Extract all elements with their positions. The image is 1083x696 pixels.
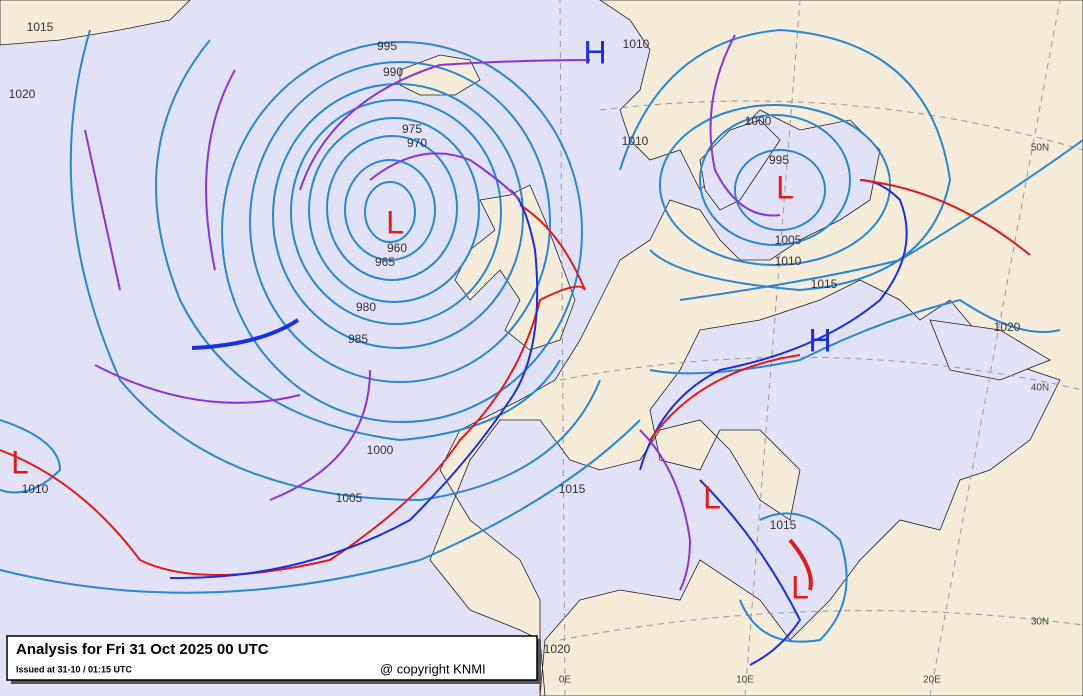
isobar-label: 1015 [559,482,586,496]
grid-label: 40N [1031,383,1049,394]
isobar-label: 1005 [336,491,363,505]
grid-label: 0E [559,675,572,686]
grid-label: 20E [923,675,941,686]
isobars [0,28,1083,643]
isobar-label: 1010 [775,254,802,268]
isobar-label: 975 [402,122,422,136]
pressure-center: L [386,204,404,240]
pressure-center: L [11,444,29,480]
isobar-label: 1015 [811,277,838,291]
isobar-label: 1010 [22,482,49,496]
isobar-label: 1010 [623,37,650,51]
isobar-label: 1000 [367,443,394,457]
title-box [6,635,538,681]
issued: Issued at 31-10 / 01:15 UTC [16,664,133,674]
pressure-center: L [703,479,721,515]
fronts [0,34,1031,666]
grid-label: 50N [1031,143,1049,154]
pressure-center: H [583,34,606,70]
isobar-label: 990 [383,65,403,79]
isobar-label: 995 [377,39,397,53]
isobar-label: 985 [348,332,368,346]
isobar-label: 1015 [770,518,797,532]
isobar-label: 1020 [994,320,1021,334]
copyright: @ copyright KNMI [380,661,486,676]
pressure-center: H [808,322,831,358]
isobar-label: 980 [356,300,376,314]
isobar-label: 960 [387,241,407,255]
isobar-label: 1000 [745,114,772,128]
pressure-center: L [776,169,794,205]
isobar-label: 965 [375,255,395,269]
isobar-label: 970 [407,136,427,150]
grid-label: 30N [1031,617,1049,628]
grid-label: 10E [736,675,754,686]
isobar-label: 1020 [9,87,36,101]
graticule [559,0,1083,696]
isobar-label: 1010 [622,134,649,148]
isobar-label: 1015 [27,20,54,34]
isobar-label: 995 [769,153,789,167]
pressure-center: L [791,569,809,605]
grid-labels: 50N 40N 30N 0E 10E 20E [559,143,1049,686]
pressure-centers: L L H L H L L [11,34,831,605]
isobar-label: 1005 [775,233,802,247]
isobar-label: 1020 [544,642,571,656]
title: Analysis for Fri 31 Oct 2025 00 UTC [16,641,269,658]
